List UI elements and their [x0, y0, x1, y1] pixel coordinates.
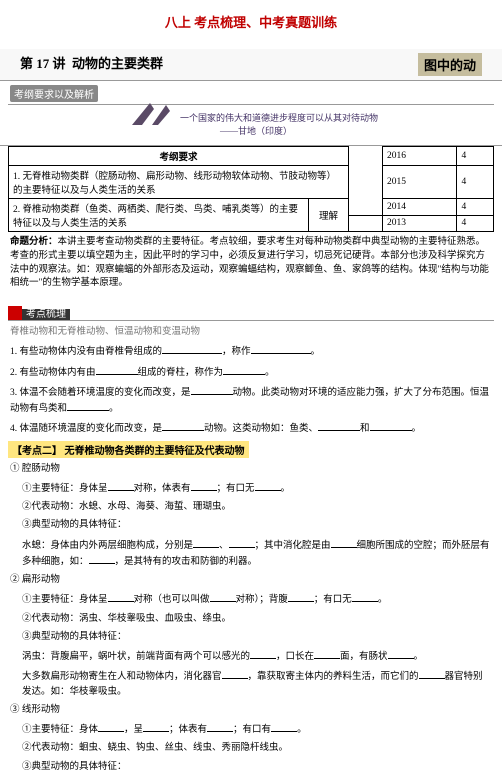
group-3-title: ③ 线形动物: [0, 701, 502, 719]
kd-line-2: 2. 有些动物体内有由组成的脊柱，称作为。: [0, 362, 502, 382]
quote: 一个国家的伟大和道德进步程度可以从其对待动物 ——甘地（印度）: [0, 107, 502, 146]
badge-icon: [8, 306, 22, 320]
analysis-text: 本讲主要考查动物类群的主要特征。考点较细，要求考生对每种动物类群中典型动物的主要…: [10, 237, 489, 288]
badge-text: 考点梳理: [22, 309, 70, 320]
quote-line2: ——甘地（印度）: [180, 124, 490, 137]
g1-line4: 水螅：身体由内外两层细胞构成，分别是、；其中消化腔是由细胞所围成的空腔；而外胚层…: [0, 535, 502, 572]
chapter-label: 第 17 讲 动物的主要类群: [20, 53, 163, 76]
g1-line2: ②代表动物：水螅、水母、海葵、海蜇、珊瑚虫。: [0, 498, 502, 516]
g2-line5: 大多数扁形动物寄生在人和动物体内，消化器官，靠获取寄主体内的养料生活，而它们的器…: [0, 666, 502, 701]
g1-line1: ①主要特征：身体呈对称，体表有；有口无。: [0, 478, 502, 498]
val-cell: 4: [457, 199, 494, 216]
topic-2-bar: 【考点二】 无脊椎动物各类群的主要特征及代表动物: [8, 441, 249, 458]
g3-line3: ③典型动物的具体特征：: [0, 758, 502, 776]
wing-icon: [130, 101, 176, 127]
val-cell: 4: [457, 147, 494, 166]
year-cell: 2014: [383, 199, 457, 216]
year-cell: 2013: [383, 215, 457, 232]
kd-line-4: 4. 体温随环境温度的变化而改变，是动物。这类动物如：鱼类、和。: [0, 418, 502, 438]
section-badge: 考点梳理: [8, 305, 70, 320]
group-1-title: ① 腔肠动物: [0, 460, 502, 478]
kd-line-1: 1. 有些动物体内没有由脊椎骨组成的，称作。: [0, 341, 502, 361]
requirements-table: 考纲要求 20164 1. 无脊椎动物类群（腔肠动物、扁形动物、线形动物软体动物…: [8, 146, 494, 232]
group-2-title: ② 扁形动物: [0, 571, 502, 589]
kd-subtitle: 脊椎动物和无脊椎动物、恒温动物和变温动物: [0, 323, 502, 341]
year-cell: 2016: [383, 147, 457, 166]
req-row-2: 2. 脊椎动物类群（鱼类、两栖类、爬行类、鸟类、哺乳类等）的主要特征以及与人类生…: [9, 199, 309, 232]
kd-line-3: 3. 体温不会随着环境温度的变化而改变，是动物。此类动物对环境的适应能力强，扩大…: [0, 382, 502, 419]
analysis-label: 命题分析：: [10, 237, 58, 247]
g2-line3: ③典型动物的具体特征：: [0, 628, 502, 646]
g1-line3: ③典型动物的具体特征：: [0, 516, 502, 534]
analysis-block: 命题分析：本讲主要考查动物类群的主要特征。考点较细，要求考生对每种动物类群中典型…: [0, 232, 502, 295]
g3-line2: ②代表动物：蛔虫、蛲虫、钩虫、丝虫、线虫、秀丽隐杆线虫。: [0, 739, 502, 757]
req-header: 考纲要求: [9, 147, 349, 166]
req-level: 理解: [309, 199, 349, 232]
g2-line1: ①主要特征：身体呈对称（也可以叫做对称）；背腹；有口无。: [0, 589, 502, 609]
g3-line1: ①主要特征：身体，呈；体表有；有口有。: [0, 719, 502, 739]
g2-line4: 涡虫：背腹扁平，蜗叶状，前端背面有两个可以感光的，口长在面，有肠状。: [0, 646, 502, 666]
req-row-1: 1. 无脊椎动物类群（腔肠动物、扁形动物、线形动物软体动物、节肢动物等）的主要特…: [9, 166, 349, 199]
chapter-bar: 第 17 讲 动物的主要类群 图中的动: [0, 49, 502, 81]
g2-line2: ②代表动物：涡虫、华枝睾吸虫、血吸虫、绦虫。: [0, 610, 502, 628]
val-cell: 4: [457, 166, 494, 199]
val-cell: 4: [457, 215, 494, 232]
year-cell: 2015: [383, 166, 457, 199]
chapter-right-tag: 图中的动: [418, 53, 482, 76]
quote-line1: 一个国家的伟大和道德进步程度可以从其对待动物: [180, 111, 490, 124]
page-header: 八上 考点梳理、中考真题训练: [0, 0, 502, 49]
subhead: 考纲要求以及解析: [10, 85, 98, 102]
